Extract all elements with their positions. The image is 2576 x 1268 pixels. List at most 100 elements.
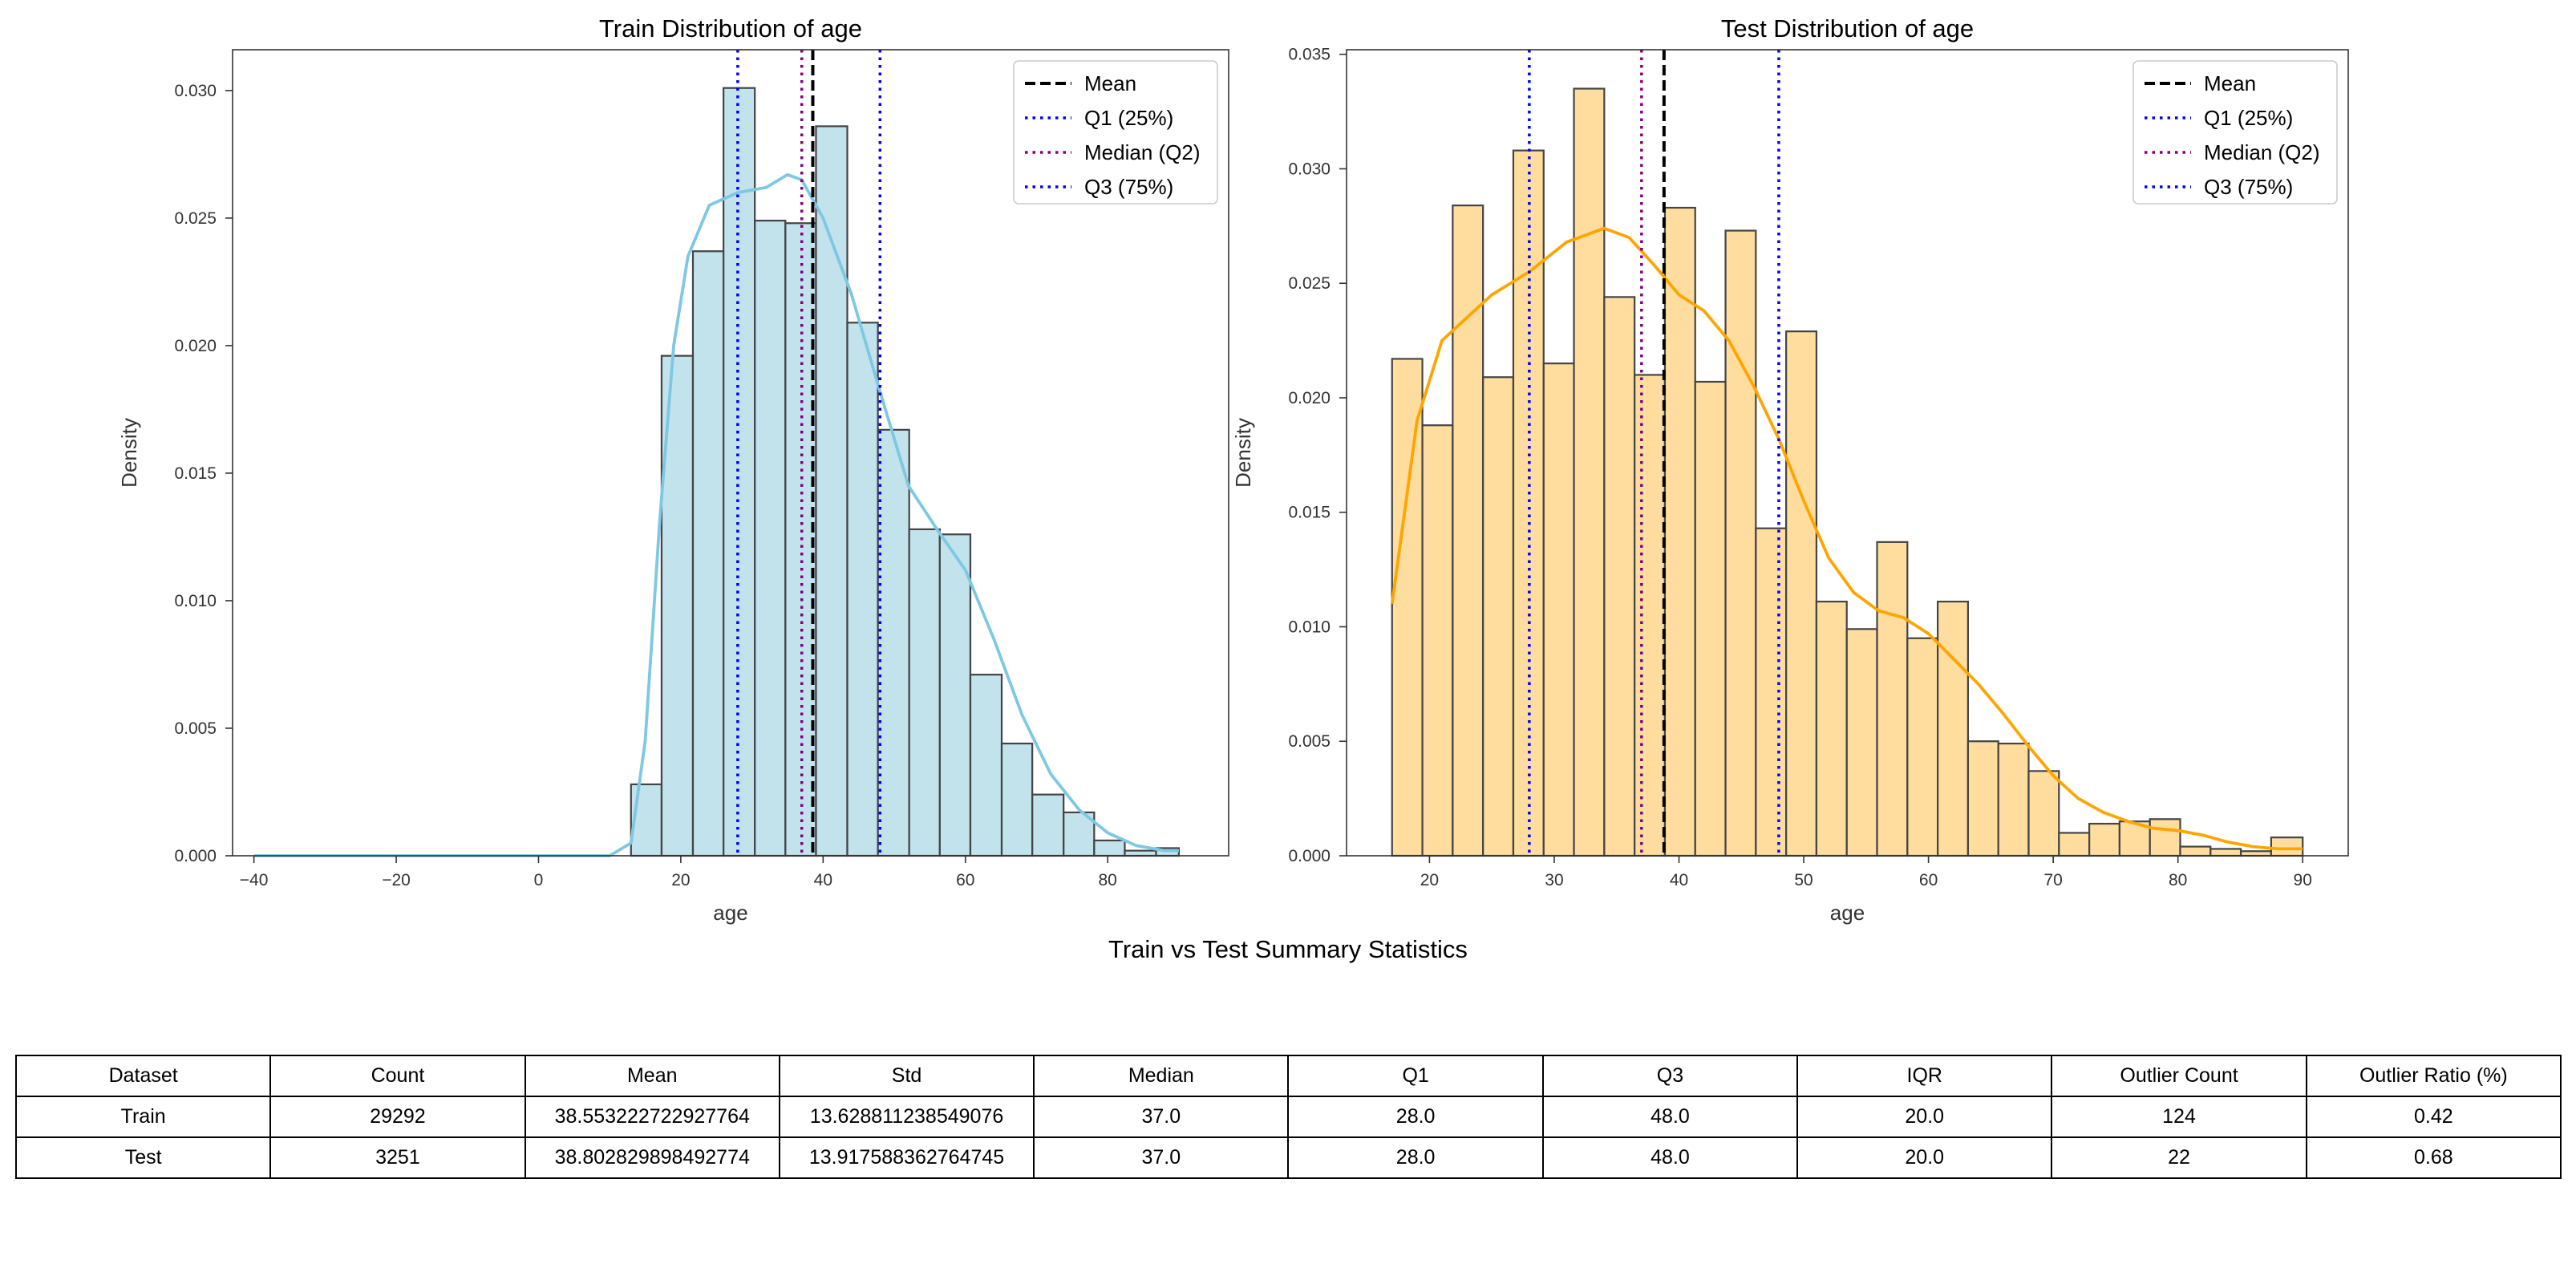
train-bar [1093,839,1126,857]
train-x-tick-label: −20 [382,871,411,889]
train-legend-label: Mean [1084,71,1136,95]
table-cell: 28.0 [1287,1136,1544,1179]
test-y-tick-label: 0.015 [1288,504,1331,522]
test-bar [1634,374,1667,857]
test-kde-line [1390,226,2303,851]
train-x-tick-label: 40 [814,871,832,889]
train-x-tick-label: 80 [1099,871,1117,889]
train-y-tick-label: 0.025 [174,209,217,228]
train-legend-label: Q1 (25%) [1084,106,1173,130]
train-bar [969,674,1003,857]
test-y-tick-label: 0.025 [1288,274,1331,293]
table-cell: 29292 [269,1096,526,1138]
test-y-tick-label: 0.020 [1288,389,1331,407]
table-row: Test 3251 38.802829898492774 13.91758836276… [14,1136,2562,1179]
test-bar [1906,637,1939,857]
train-bar [691,250,725,857]
test-x-tick-label: 70 [2043,871,2062,889]
train-bar [938,533,972,857]
test-bar [2027,770,2060,857]
table-cell: 13.628811238549076 [778,1096,1035,1138]
summary-statistics-table: Dataset Count Mean Std Median Q1 Q3 IQR Outlier … [14,1055,2562,1179]
test-legend-label: Mean [2204,71,2256,95]
table-header-cell: Q1 [1287,1055,1544,1097]
table-header-cell: Mean [524,1055,780,1097]
table-cell: 20.0 [1796,1096,2053,1138]
train-x-tick-label: 60 [956,871,974,889]
test-x-axis-label: age [1830,901,1865,925]
table-header-cell: Std [778,1055,1035,1097]
table-cell: 3251 [269,1136,526,1179]
test-legend-label: Median (Q2) [2204,140,2320,164]
table-cell: 48.0 [1541,1096,1799,1138]
table-row: Train 29292 38.553222722927764 13.628811238… [14,1096,2562,1138]
test-bar [1876,541,1909,857]
test-bar [1482,376,1515,857]
train-y-tick-label: 0.000 [174,847,217,865]
table-cell: 37.0 [1033,1136,1290,1179]
test-bar [1391,358,1424,857]
table-cell: 48.0 [1541,1136,1799,1179]
test-x-tick-label: 50 [1794,871,1813,889]
train-bar [877,428,910,857]
table-cell: 0.68 [2305,1136,2562,1179]
test-x-tick-label: 80 [2169,871,2187,889]
train-y-tick-label: 0.020 [174,337,217,355]
test-y-axis-label: Density [1231,418,1255,488]
table-cell: 38.553222722927764 [524,1096,780,1138]
test-bar [1694,380,1727,857]
test-x-tick-label: 30 [1545,871,1563,889]
summary-table-title: Train vs Test Summary Statistics [1108,935,1468,963]
test-bar [1785,330,1818,857]
test-histogram-panel: 20 30 40 50 60 70 80 90 0.000 0.005 0.010 0.015 0.02… [1231,14,2349,925]
test-bar [2270,837,2304,857]
test-x-tick-label: 20 [1420,871,1439,889]
test-y-tick-label: 0.010 [1288,618,1331,636]
test-bar [2088,822,2120,857]
test-bar [1724,229,1757,857]
table-header-cell: Dataset [14,1055,272,1097]
train-x-tick-label: −40 [240,871,269,889]
train-bar [1031,793,1065,857]
table-cell: 124 [2051,1096,2307,1138]
test-bar [1452,205,1484,857]
table-cell: 20.0 [1796,1136,2053,1179]
test-bar [1937,600,1970,857]
test-bar [2058,832,2091,857]
test-bar [1755,527,1788,857]
test-legend-label: Q3 (75%) [2204,175,2293,199]
train-x-tick-label: 0 [534,871,544,889]
train-legend-box [1013,60,1218,205]
test-bar [1663,206,1696,857]
table-header-row: Dataset Count Mean Std Median Q1 Q3 IQR Outlier … [14,1055,2562,1097]
test-x-tick-label: 90 [2294,871,2312,889]
table-cell: 37.0 [1033,1096,1290,1138]
table-cell: 0.42 [2305,1096,2562,1138]
train-y-tick-label: 0.010 [174,592,217,610]
test-bar [1603,296,1636,857]
table-cell: Test [14,1136,272,1179]
test-bar [2179,845,2212,857]
table-header-cell: Count [269,1055,526,1097]
table-cell: 13.917588362764745 [778,1136,1035,1179]
train-x-axis-label: age [713,901,747,925]
test-bar [1966,740,1999,857]
test-legend-label: Q1 (25%) [2204,106,2293,130]
train-y-tick-label: 0.015 [174,464,217,483]
test-bar [2209,848,2242,857]
table-cell: 38.802829898492774 [524,1136,780,1179]
table-header-cell: Outlier Ratio (%) [2305,1055,2562,1097]
test-bar [1421,424,1454,857]
table-header-cell: Q3 [1541,1055,1799,1097]
test-y-tick-label: 0.035 [1288,46,1331,64]
test-y-tick-label: 0.030 [1288,160,1331,178]
test-y-tick-label: 0.005 [1288,732,1331,751]
test-bar [1573,87,1606,857]
test-bar [1542,363,1575,857]
table-header-cell: Outlier Count [2051,1055,2307,1097]
test-x-tick-label: 40 [1670,871,1688,889]
test-plot-frame [1346,49,2349,857]
train-bar [908,528,941,857]
test-bar [2239,850,2272,857]
test-x-tick-label: 60 [1919,871,1938,889]
